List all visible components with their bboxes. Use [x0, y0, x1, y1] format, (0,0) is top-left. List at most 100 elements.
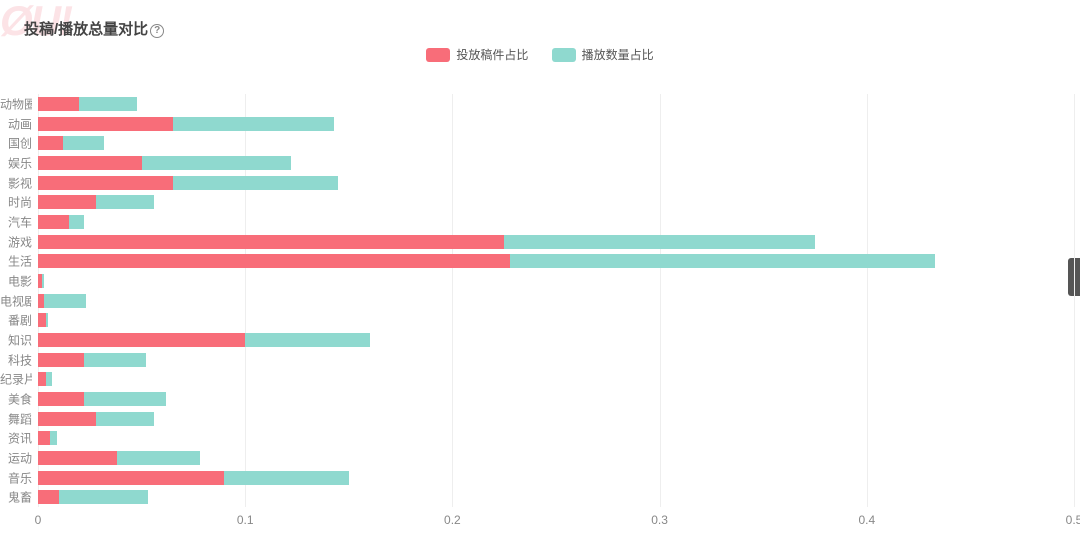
bar-segment[interactable] — [46, 313, 48, 327]
bar-segment[interactable] — [44, 294, 85, 308]
y-axis-label: 汽车 — [8, 213, 32, 230]
chart-title: 投稿/播放总量对比? — [24, 18, 164, 39]
bar-segment[interactable] — [38, 353, 84, 367]
y-axis-label: 国创 — [8, 135, 32, 152]
bar-segment[interactable] — [38, 215, 69, 229]
bar-segment[interactable] — [173, 176, 339, 190]
bar-row — [38, 274, 1074, 288]
bar-row — [38, 471, 1074, 485]
bar-row — [38, 97, 1074, 111]
bar-segment[interactable] — [63, 136, 104, 150]
bar-segment[interactable] — [79, 97, 137, 111]
bar-segment[interactable] — [38, 97, 79, 111]
bar-segment[interactable] — [38, 412, 96, 426]
bar-segment[interactable] — [142, 156, 291, 170]
y-axis-label: 动物圈 — [0, 95, 32, 112]
bar-segment[interactable] — [510, 254, 935, 268]
y-axis-label: 舞蹈 — [8, 410, 32, 427]
bar-segment[interactable] — [173, 117, 335, 131]
legend-item-0[interactable]: 投放稿件占比 — [426, 46, 528, 63]
legend: 投放稿件占比 播放数量占比 — [0, 46, 1080, 65]
x-axis-label: 0 — [35, 513, 42, 527]
bar-segment[interactable] — [96, 195, 154, 209]
plot-area: 00.10.20.30.40.5动物圈动画国创娱乐影视时尚汽车游戏生活电影电视剧… — [38, 94, 1074, 507]
bar-segment[interactable] — [69, 215, 84, 229]
y-axis-label: 影视 — [8, 174, 32, 191]
y-axis-label: 电影 — [8, 272, 32, 289]
bar-segment[interactable] — [245, 333, 369, 347]
bar-segment[interactable] — [38, 372, 46, 386]
chart-area: 0 0.1 0.2 0.3 0.4 0.5 动物圈动画国创娱乐影视时尚汽车游戏生活电影电视剧… — [0, 94, 1080, 529]
bar-segment[interactable] — [50, 431, 56, 445]
bar-row — [38, 156, 1074, 170]
y-axis-label: 运动 — [8, 449, 32, 466]
y-axis-label: 动画 — [8, 115, 32, 132]
x-gridline — [1074, 94, 1075, 507]
bar-row — [38, 431, 1074, 445]
bar-row — [38, 353, 1074, 367]
help-icon[interactable]: ? — [150, 24, 164, 38]
bar-row — [38, 215, 1074, 229]
bar-row — [38, 412, 1074, 426]
y-axis-label: 娱乐 — [8, 154, 32, 171]
y-axis-label: 鬼畜 — [8, 489, 32, 506]
bar-segment[interactable] — [38, 235, 504, 249]
y-axis-label: 音乐 — [8, 469, 32, 486]
bar-segment[interactable] — [38, 195, 96, 209]
bar-segment[interactable] — [38, 136, 63, 150]
bar-row — [38, 490, 1074, 504]
bar-segment[interactable] — [38, 176, 173, 190]
y-axis-label: 美食 — [8, 390, 32, 407]
x-axis-label: 0.1 — [237, 513, 254, 527]
x-axis-label: 0.3 — [651, 513, 668, 527]
bar-row — [38, 195, 1074, 209]
bar-segment[interactable] — [38, 451, 117, 465]
legend-item-1[interactable]: 播放数量占比 — [552, 46, 654, 63]
bar-segment[interactable] — [84, 353, 146, 367]
bar-row — [38, 372, 1074, 386]
bar-segment[interactable] — [46, 372, 52, 386]
bar-segment[interactable] — [38, 254, 510, 268]
bar-segment[interactable] — [84, 392, 167, 406]
legend-swatch-0 — [426, 48, 450, 62]
bar-segment[interactable] — [38, 117, 173, 131]
bar-row — [38, 451, 1074, 465]
bar-row — [38, 235, 1074, 249]
bar-row — [38, 254, 1074, 268]
bar-segment[interactable] — [38, 431, 50, 445]
bar-row — [38, 313, 1074, 327]
y-axis-label: 纪录片 — [0, 371, 32, 388]
legend-label-1: 播放数量占比 — [582, 46, 654, 63]
bar-segment[interactable] — [96, 412, 154, 426]
bar-row — [38, 392, 1074, 406]
bar-segment[interactable] — [38, 156, 142, 170]
bar-segment[interactable] — [38, 490, 59, 504]
bar-row — [38, 117, 1074, 131]
bar-segment[interactable] — [38, 333, 245, 347]
bar-segment[interactable] — [59, 490, 148, 504]
legend-swatch-1 — [552, 48, 576, 62]
x-axis-label: 0.5 — [1066, 513, 1080, 527]
y-axis-label: 时尚 — [8, 194, 32, 211]
bar-segment[interactable] — [38, 313, 46, 327]
y-axis-label: 知识 — [8, 331, 32, 348]
y-axis-label: 游戏 — [8, 233, 32, 250]
bar-segment[interactable] — [38, 392, 84, 406]
bar-row — [38, 333, 1074, 347]
bar-row — [38, 294, 1074, 308]
x-axis-label: 0.4 — [858, 513, 875, 527]
y-axis-label: 资讯 — [8, 430, 32, 447]
x-axis-label: 0.2 — [444, 513, 461, 527]
bar-segment[interactable] — [117, 451, 200, 465]
y-axis-label: 生活 — [8, 253, 32, 270]
chart-title-text: 投稿/播放总量对比 — [24, 21, 148, 38]
bar-segment[interactable] — [38, 471, 224, 485]
y-axis-label: 科技 — [8, 351, 32, 368]
bar-segment[interactable] — [224, 471, 348, 485]
bar-row — [38, 176, 1074, 190]
legend-label-0: 投放稿件占比 — [456, 46, 528, 63]
y-axis-label: 电视剧 — [0, 292, 32, 309]
y-axis-label: 番剧 — [8, 312, 32, 329]
bar-segment[interactable] — [42, 274, 44, 288]
bar-segment[interactable] — [504, 235, 815, 249]
